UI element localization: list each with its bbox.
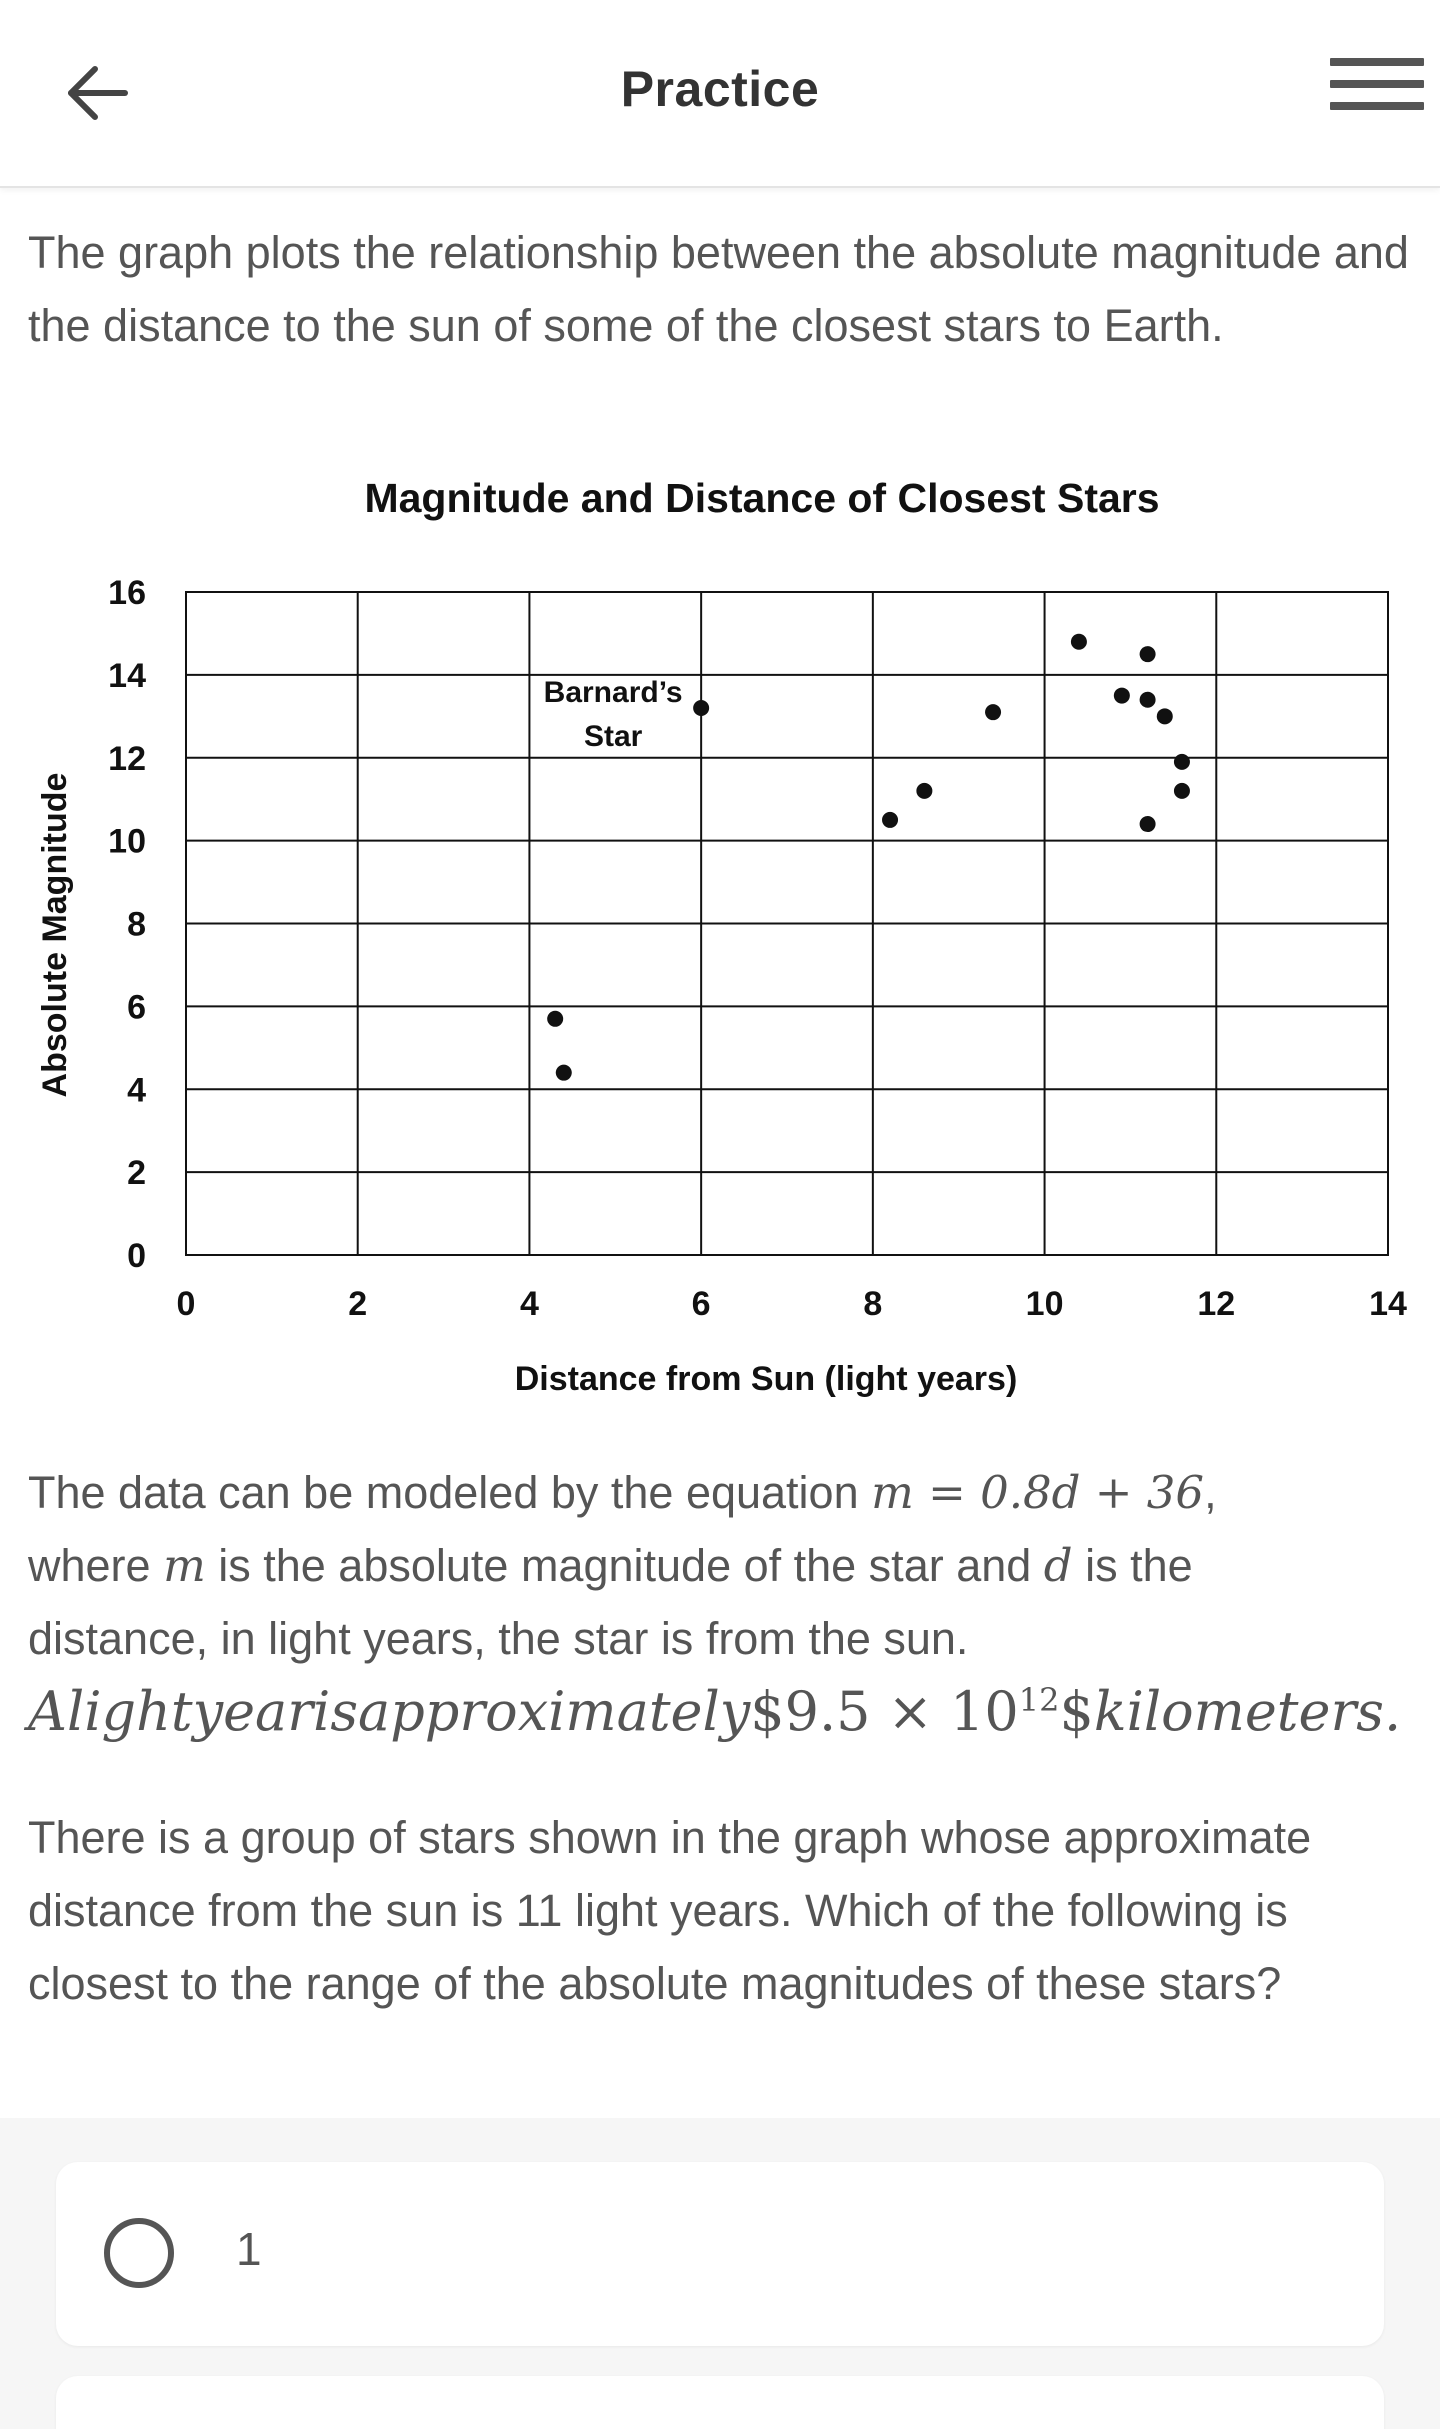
x-tick-label: 2 — [348, 1285, 367, 1323]
chart-title: Magnitude and Distance of Closest Stars — [364, 475, 1159, 521]
scatter-chart: Magnitude and Distance of Closest Stars … — [0, 470, 1440, 1430]
y-tick-label: 0 — [127, 1237, 146, 1275]
chart-ticks: 0 2 4 6 8 10 12 14 0 2 4 6 8 10 12 14 16 — [108, 574, 1407, 1323]
chart-svg: Magnitude and Distance of Closest Stars … — [36, 475, 1407, 1398]
data-point — [547, 1010, 564, 1027]
annotation-barnards-star-line1: Barnard’s — [544, 676, 683, 709]
y-tick-label: 8 — [127, 906, 146, 944]
y-tick-label: 2 — [127, 1154, 146, 1192]
data-point — [1139, 691, 1156, 708]
page-title: Practice — [620, 61, 820, 117]
model-line-3: distance, in light years, the star is fr… — [28, 1613, 969, 1664]
hamburger-menu-icon — [1330, 58, 1424, 66]
y-tick-label: 12 — [108, 740, 146, 778]
hamburger-menu-icon-bar — [1330, 102, 1424, 110]
back-button[interactable] — [52, 48, 142, 138]
light-year-unit: kilometers. — [1093, 1680, 1402, 1743]
y-tick-label: 10 — [108, 823, 146, 861]
data-point — [555, 1064, 572, 1081]
light-year-exponent: 12 — [1018, 1681, 1060, 1719]
light-year-value: $9.5 × 10 — [750, 1680, 1019, 1743]
chart-grid — [185, 591, 1389, 1256]
x-tick-label: 4 — [520, 1285, 539, 1323]
data-point — [1156, 708, 1173, 725]
data-point — [985, 704, 1002, 721]
data-point — [693, 700, 710, 717]
light-year-text: Alightyearisapproximately — [28, 1680, 751, 1743]
data-point — [1139, 816, 1156, 833]
data-point — [916, 782, 933, 799]
x-axis-label: Distance from Sun (light years) — [515, 1360, 1018, 1398]
y-tick-label: 6 — [127, 988, 146, 1026]
answer-option-1[interactable]: 1 — [56, 2162, 1384, 2346]
data-point — [882, 811, 899, 828]
y-tick-label: 4 — [127, 1071, 146, 1109]
chart-points — [547, 633, 1190, 1081]
answer-choices: 1 — [0, 2118, 1440, 2429]
model-line-2: where m is the absolute magnitude of the… — [28, 1529, 1418, 1602]
y-axis-label: Absolute Magnitude — [36, 773, 74, 1098]
top-bar: Practice — [0, 0, 1440, 188]
light-year-dollar: $ — [1059, 1680, 1094, 1743]
plot-border — [185, 591, 1389, 1256]
variable-m: m — [163, 1539, 206, 1592]
model-text: where — [28, 1540, 164, 1591]
data-point — [1113, 687, 1130, 704]
x-tick-label: 0 — [177, 1285, 196, 1323]
menu-button[interactable] — [1322, 50, 1428, 130]
data-point — [1173, 782, 1190, 799]
model-text: is the — [1072, 1540, 1193, 1591]
y-tick-label: 14 — [108, 657, 146, 695]
annotation-barnards-star-line2: Star — [584, 720, 643, 753]
model-text: The data can be modeled by the equation — [28, 1467, 872, 1518]
question-intro: The graph plots the relationship between… — [28, 227, 1409, 351]
model-comma: , — [1204, 1467, 1217, 1518]
x-tick-label: 14 — [1369, 1285, 1407, 1323]
x-tick-label: 10 — [1026, 1285, 1064, 1323]
answer-option-2[interactable] — [56, 2376, 1384, 2429]
model-equation: m = 0.8d + 36 — [871, 1466, 1205, 1519]
x-tick-label: 12 — [1197, 1285, 1235, 1323]
arrow-left-icon — [68, 66, 128, 120]
x-tick-label: 8 — [863, 1285, 882, 1323]
light-year-line: Alightyearisapproximately$9.5 × 1012$kil… — [28, 1675, 1418, 1748]
model-line-1: The data can be modeled by the equation … — [28, 1456, 1418, 1529]
model-paragraph: The data can be modeled by the equation … — [28, 1456, 1418, 1748]
data-point — [1139, 646, 1156, 663]
radio-button-icon[interactable] — [104, 2218, 174, 2288]
answer-label: 1 — [236, 2223, 262, 2275]
hamburger-menu-icon-bar — [1330, 80, 1424, 88]
x-tick-label: 6 — [692, 1285, 711, 1323]
data-point — [1070, 633, 1087, 650]
model-text: is the absolute magnitude of the star an… — [205, 1540, 1044, 1591]
variable-d: d — [1043, 1539, 1073, 1592]
y-tick-label: 16 — [108, 574, 146, 612]
data-point — [1173, 753, 1190, 770]
question-prompt: There is a group of stars shown in the g… — [28, 1812, 1312, 2009]
